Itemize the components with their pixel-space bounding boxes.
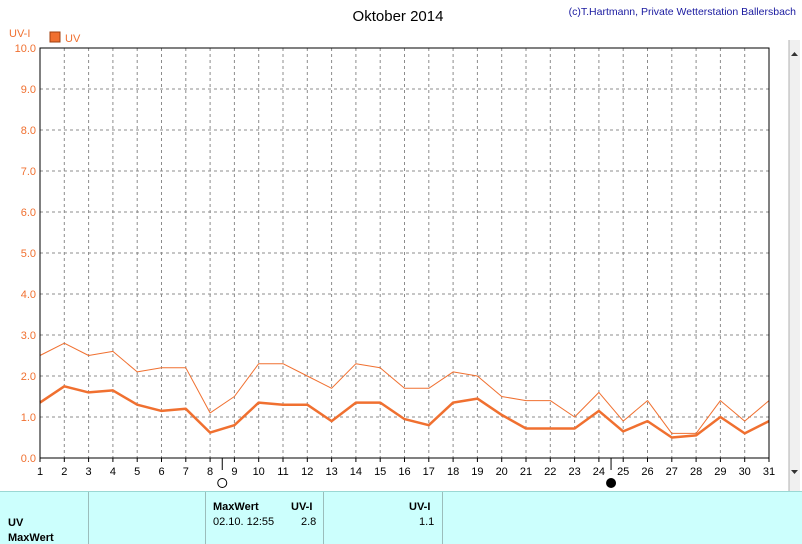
unit-header-2: UV-I <box>409 501 431 513</box>
summary-table: UV MaxWert MaxWert UV-I 02.10. 12:55 2.8… <box>0 491 802 544</box>
x-tick-label: 5 <box>134 466 140 478</box>
x-tick-label: 25 <box>617 466 629 478</box>
max-datetime: 02.10. 12:55 <box>213 516 275 528</box>
y-tick-label: 10.0 <box>15 43 36 55</box>
x-tick-label: 26 <box>641 466 653 478</box>
y-tick-label: 6.0 <box>21 207 36 219</box>
copyright-text: (c)T.Hartmann, Private Wetterstation Bal… <box>569 6 797 18</box>
x-tick-label: 16 <box>398 466 410 478</box>
x-tick-label: 24 <box>593 466 605 478</box>
summary-blank-column <box>89 492 206 544</box>
x-tick-label: 6 <box>158 466 164 478</box>
legend-swatch <box>49 31 61 43</box>
x-tick-label: 31 <box>763 466 775 478</box>
x-tick-label: 23 <box>568 466 580 478</box>
summary-avg-column: UV-I 1.1 <box>324 492 443 544</box>
x-tick-label: 3 <box>86 466 92 478</box>
x-tick-label: 11 <box>277 466 288 478</box>
x-tick-label: 2 <box>61 466 67 478</box>
scroll-up-arrow[interactable] <box>791 52 798 56</box>
x-tick-label: 9 <box>231 466 237 478</box>
max-value: 2.8 <box>301 516 317 528</box>
row-label-maxwert: MaxWert <box>8 532 54 544</box>
y-axis-label: UV-I <box>9 28 30 40</box>
x-tick-label: 28 <box>690 466 702 478</box>
summary-max-column: MaxWert UV-I 02.10. 12:55 2.8 <box>206 492 324 544</box>
series-line-uv <box>39 385 770 439</box>
x-tick-label: 4 <box>110 466 116 478</box>
new-moon-icon <box>606 478 617 488</box>
scroll-down-arrow[interactable] <box>791 470 798 474</box>
x-tick-label: 22 <box>544 466 556 478</box>
x-tick-label: 21 <box>520 466 532 478</box>
series-line-maxwert <box>39 342 770 434</box>
y-tick-label: 4.0 <box>21 289 36 301</box>
y-tick-label: 1.0 <box>21 412 36 424</box>
plot-frame <box>39 47 770 459</box>
y-tick-label: 3.0 <box>21 330 36 342</box>
max-header: MaxWert <box>213 501 259 513</box>
x-tick-label: 18 <box>447 466 459 478</box>
y-tick-label: 9.0 <box>21 84 36 96</box>
row-label-uv: UV <box>8 517 24 529</box>
x-tick-label: 15 <box>374 466 386 478</box>
x-tick-label: 27 <box>666 466 678 478</box>
x-tick-label: 29 <box>714 466 726 478</box>
x-tick-label: 1 <box>37 466 43 478</box>
chart-title: Oktober 2014 <box>353 8 444 25</box>
x-tick-label: 7 <box>183 466 189 478</box>
y-tick-label: 8.0 <box>21 125 36 137</box>
y-tick-label: 0.0 <box>21 453 36 465</box>
x-tick-label: 8 <box>207 466 213 478</box>
unit-header: UV-I <box>291 501 313 513</box>
x-tick-label: 12 <box>301 466 313 478</box>
avg-value: 1.1 <box>419 516 435 528</box>
x-tick-label: 19 <box>471 466 483 478</box>
uv-chart: Oktober 2014 (c)T.Hartmann, Private Wett… <box>9 6 800 491</box>
x-tick-label: 30 <box>739 466 751 478</box>
x-tick-label: 13 <box>325 466 337 478</box>
x-tick-label: 17 <box>423 466 435 478</box>
summary-label-column: UV MaxWert <box>0 492 89 544</box>
x-tick-label: 20 <box>496 466 508 478</box>
legend-label: UV <box>65 33 81 45</box>
scrollbar[interactable] <box>788 40 800 491</box>
y-tick-label: 7.0 <box>21 166 36 178</box>
x-tick-label: 14 <box>350 466 362 478</box>
y-tick-label: 5.0 <box>21 248 36 260</box>
full-moon-icon <box>217 478 228 488</box>
x-tick-label: 10 <box>253 466 265 478</box>
y-tick-label: 2.0 <box>21 371 36 383</box>
